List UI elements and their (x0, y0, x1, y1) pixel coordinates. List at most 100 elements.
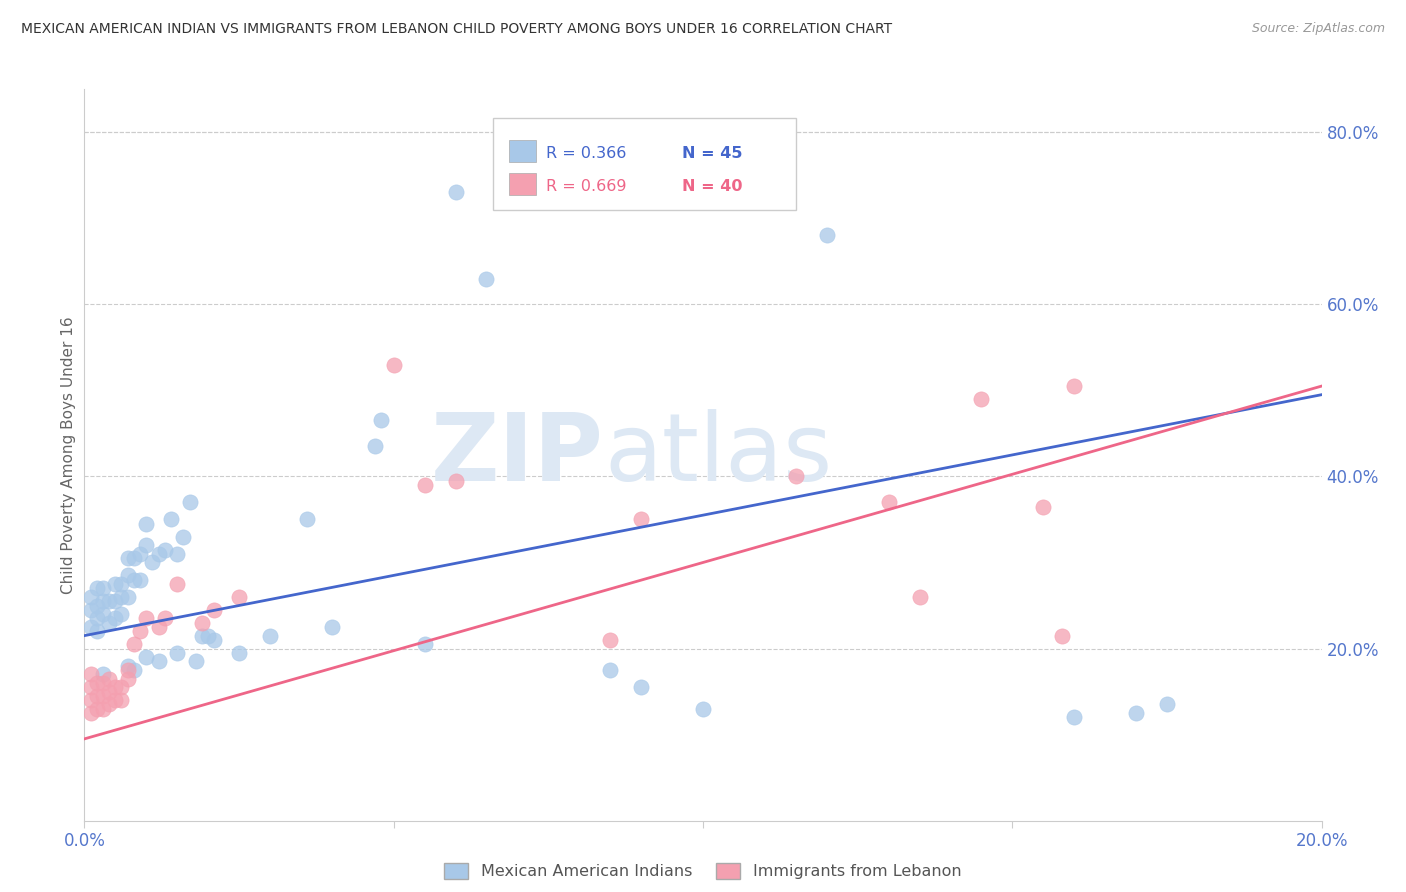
FancyBboxPatch shape (509, 140, 536, 162)
Point (160, 512, 183, 526)
Point (104, 611, 127, 625)
Point (153, 611, 176, 625)
Point (191, 629, 214, 643)
Point (191, 615, 214, 630)
Point (122, 637, 145, 651)
Point (908, 590, 931, 604)
Point (79, 693, 101, 707)
Point (599, 663, 621, 677)
Point (599, 632, 621, 647)
Point (785, 469, 807, 483)
Point (815, 228, 838, 243)
Y-axis label: Child Poverty Among Boys Under 16: Child Poverty Among Boys Under 16 (60, 316, 76, 594)
Point (135, 611, 157, 625)
Point (135, 538, 157, 552)
Point (179, 495, 201, 509)
Point (79, 603, 101, 617)
Point (91, 667, 114, 681)
Point (184, 655, 207, 669)
Point (91, 594, 114, 608)
Point (321, 620, 343, 634)
Point (1125, 706, 1147, 720)
FancyBboxPatch shape (492, 119, 796, 210)
Point (877, 495, 900, 509)
Point (110, 693, 132, 707)
Text: MEXICAN AMERICAN INDIAN VS IMMIGRANTS FROM LEBANON CHILD POVERTY AMONG BOYS UNDE: MEXICAN AMERICAN INDIAN VS IMMIGRANTS FR… (21, 22, 893, 37)
FancyBboxPatch shape (509, 173, 536, 195)
Point (148, 547, 170, 561)
Point (172, 530, 194, 544)
Text: ZIP: ZIP (432, 409, 605, 501)
Point (86, 702, 108, 716)
Point (117, 663, 139, 677)
Point (148, 655, 170, 669)
Point (630, 512, 652, 526)
Point (1032, 500, 1054, 514)
Point (86, 676, 108, 690)
Point (110, 680, 132, 694)
Point (692, 702, 714, 716)
Point (98, 698, 121, 712)
Point (202, 603, 225, 617)
Point (364, 439, 387, 453)
Point (1050, 629, 1073, 643)
Point (104, 594, 127, 608)
Point (79, 667, 101, 681)
Point (91, 676, 114, 690)
Point (86, 599, 108, 613)
Point (104, 693, 127, 707)
Point (166, 547, 188, 561)
Point (197, 629, 219, 643)
Point (444, 474, 467, 488)
Point (117, 590, 139, 604)
Text: R = 0.366: R = 0.366 (546, 146, 626, 161)
Point (135, 516, 157, 531)
Point (98, 672, 121, 686)
Point (129, 547, 152, 561)
Point (91, 582, 114, 596)
Point (228, 646, 250, 660)
Point (79, 620, 101, 634)
Point (166, 577, 188, 591)
Point (475, 271, 498, 285)
Point (122, 663, 145, 677)
Point (153, 542, 176, 557)
Point (91, 689, 114, 703)
Point (86, 582, 108, 596)
Point (86, 611, 108, 625)
Point (444, 186, 467, 200)
Point (129, 624, 152, 639)
Text: Source: ZipAtlas.com: Source: ZipAtlas.com (1251, 22, 1385, 36)
Point (630, 680, 652, 694)
Point (413, 478, 436, 492)
Point (98, 684, 121, 698)
Point (122, 573, 145, 587)
Point (970, 392, 993, 406)
Point (135, 650, 157, 665)
Point (129, 573, 152, 587)
Point (98, 594, 121, 608)
Point (228, 590, 250, 604)
Point (1063, 710, 1085, 724)
Point (202, 632, 225, 647)
Point (117, 551, 139, 566)
Point (122, 551, 145, 566)
Point (86, 624, 108, 639)
Text: N = 40: N = 40 (682, 179, 742, 194)
Point (98, 615, 121, 630)
Point (79, 680, 101, 694)
Point (370, 413, 392, 427)
Point (141, 556, 163, 570)
Text: atlas: atlas (605, 409, 832, 501)
Point (79, 590, 101, 604)
Point (91, 607, 114, 621)
Point (91, 702, 114, 716)
Legend: Mexican American Indians, Immigrants from Lebanon: Mexican American Indians, Immigrants fro… (437, 856, 969, 886)
Point (295, 512, 318, 526)
Text: N = 45: N = 45 (682, 146, 742, 161)
Point (117, 672, 139, 686)
Point (110, 577, 132, 591)
Point (413, 637, 436, 651)
Point (79, 706, 101, 720)
Point (117, 568, 139, 582)
